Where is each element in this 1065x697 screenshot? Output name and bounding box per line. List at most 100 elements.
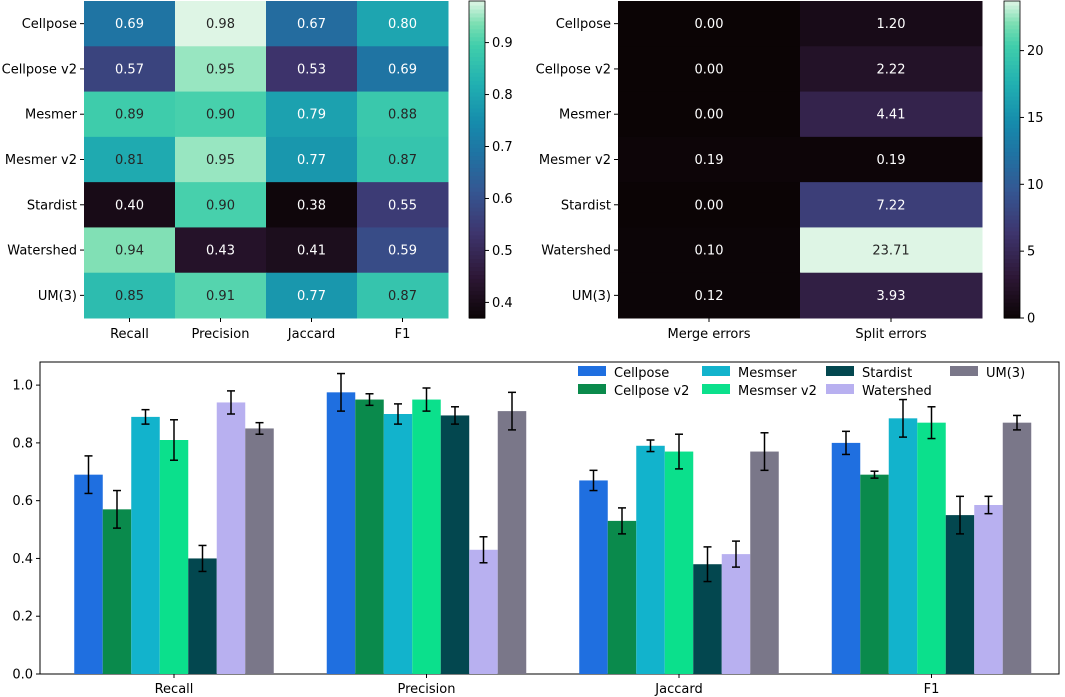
heatmap-cell bbox=[84, 46, 176, 93]
colorbar-segment bbox=[1004, 310, 1020, 315]
colorbar-segment bbox=[1004, 230, 1020, 236]
legend-label: Mesmser bbox=[738, 366, 797, 381]
row-label: Cellpose v2 bbox=[536, 62, 611, 77]
colorbar-segment bbox=[469, 199, 485, 204]
colorbar-segment bbox=[469, 262, 485, 268]
legend-swatch bbox=[826, 384, 854, 394]
cell-label: 0.55 bbox=[388, 198, 417, 213]
colorbar-segment bbox=[469, 298, 485, 303]
colorbar-segment bbox=[469, 266, 485, 272]
colorbar-frame bbox=[468, 0, 486, 319]
colorbar-segment bbox=[469, 127, 485, 133]
colorbar-segment bbox=[469, 64, 485, 69]
y-tick-label: 0.4 bbox=[12, 552, 33, 567]
colorbar-tick-label: 5 bbox=[1027, 245, 1035, 260]
colorbar-segment bbox=[1004, 16, 1020, 22]
colorbar-segment bbox=[469, 72, 485, 77]
bar bbox=[974, 505, 1003, 674]
bar bbox=[440, 415, 470, 674]
y-tick-label: 0.8 bbox=[12, 436, 33, 451]
row-label: Mesmer bbox=[25, 108, 78, 123]
colorbar-segment bbox=[469, 12, 485, 18]
colorbar-segment bbox=[1004, 104, 1020, 109]
colorbar-segment bbox=[469, 143, 485, 149]
colorbar-segment bbox=[1004, 52, 1020, 58]
cell-label: 3.93 bbox=[877, 289, 906, 304]
colorbar-segment bbox=[469, 286, 485, 291]
column-label: F1 bbox=[395, 327, 411, 342]
colorbar-segment bbox=[1004, 4, 1020, 10]
colorbar-segment bbox=[469, 20, 485, 26]
legend-swatch bbox=[578, 384, 606, 394]
colorbar-segment bbox=[469, 28, 485, 34]
cell-label: 0.81 bbox=[115, 153, 144, 168]
row-label: Cellpose bbox=[556, 17, 611, 32]
colorbar-segment bbox=[469, 274, 485, 279]
cell-label: 0.57 bbox=[115, 62, 144, 77]
colorbar-segment bbox=[469, 44, 485, 50]
colorbar-segment bbox=[1004, 278, 1020, 283]
colorbar-segment bbox=[469, 84, 485, 89]
colorbar-segment bbox=[1004, 8, 1020, 14]
colorbar-segment bbox=[1004, 115, 1020, 121]
bar bbox=[216, 402, 246, 674]
heatmap-cell bbox=[266, 1, 358, 47]
cell-label: 7.22 bbox=[877, 198, 906, 213]
colorbar-tick-label: 0.6 bbox=[492, 192, 513, 207]
colorbar-segment bbox=[1004, 286, 1020, 291]
colorbar-segment bbox=[1004, 151, 1020, 157]
colorbar-segment bbox=[469, 107, 485, 113]
colorbar-segment bbox=[469, 230, 485, 236]
cell-label: 0.41 bbox=[297, 244, 326, 259]
colorbar-segment bbox=[469, 119, 485, 125]
colorbar-segment bbox=[1004, 123, 1020, 129]
cell-label: 0.67 bbox=[297, 17, 326, 32]
colorbar-segment bbox=[469, 76, 485, 81]
colorbar-tick-label: 10 bbox=[1027, 178, 1044, 193]
colorbar-segment bbox=[469, 32, 485, 38]
heatmap-cell bbox=[175, 272, 267, 319]
legend-swatch bbox=[826, 366, 854, 376]
cell-label: 0.90 bbox=[206, 198, 235, 213]
colorbar-segment bbox=[1004, 226, 1020, 232]
colorbar-segment bbox=[1004, 64, 1020, 69]
heatmap-cell bbox=[618, 182, 801, 228]
bar bbox=[579, 480, 608, 674]
colorbar-segment bbox=[469, 179, 485, 184]
colorbar-segment bbox=[1004, 242, 1020, 248]
colorbar-segment bbox=[469, 60, 485, 65]
heatmap-cell bbox=[266, 182, 358, 228]
colorbar-segment bbox=[469, 278, 485, 283]
cell-label: 0.85 bbox=[115, 289, 144, 304]
cell-label: 0.79 bbox=[297, 108, 326, 123]
row-label: Stardist bbox=[561, 198, 611, 213]
cell-label: 0.19 bbox=[877, 153, 906, 168]
colorbar-segment bbox=[469, 123, 485, 129]
row-label: Cellpose v2 bbox=[2, 62, 77, 77]
colorbar-segment bbox=[1004, 36, 1020, 42]
row-label: Cellpose bbox=[22, 17, 77, 32]
colorbar-tick-label: 0.5 bbox=[492, 244, 513, 259]
colorbar-metrics: 0.4 0.5 0.6 0.7 0.8 0.9 bbox=[468, 0, 513, 319]
colorbar-segment bbox=[1004, 92, 1020, 97]
heatmap-metrics: 0.69 0.98 0.67 0.80 0.57 0.95 0.53 0.69 0.89 0.90… bbox=[2, 1, 449, 342]
colorbar-segment bbox=[469, 52, 485, 58]
colorbar-segment bbox=[1004, 76, 1020, 81]
bar bbox=[831, 442, 861, 674]
x-tick-label: F1 bbox=[924, 682, 940, 697]
colorbar-segment bbox=[1004, 111, 1020, 117]
colorbar-segment bbox=[1004, 294, 1020, 299]
colorbar-segment bbox=[469, 36, 485, 42]
colorbar-segment bbox=[469, 159, 485, 165]
cell-label: 0.89 bbox=[115, 108, 144, 123]
colorbar-segment bbox=[1004, 28, 1020, 34]
colorbar-segment bbox=[1004, 191, 1020, 196]
colorbar-segment bbox=[1004, 68, 1020, 73]
colorbar-tick-label: 15 bbox=[1027, 111, 1044, 126]
cell-label: 0.95 bbox=[206, 62, 235, 77]
colorbar-segment bbox=[469, 167, 485, 172]
colorbar-segment bbox=[469, 234, 485, 240]
colorbar-segment bbox=[469, 203, 485, 208]
bar bbox=[750, 451, 779, 674]
colorbar-segment bbox=[1004, 163, 1020, 169]
